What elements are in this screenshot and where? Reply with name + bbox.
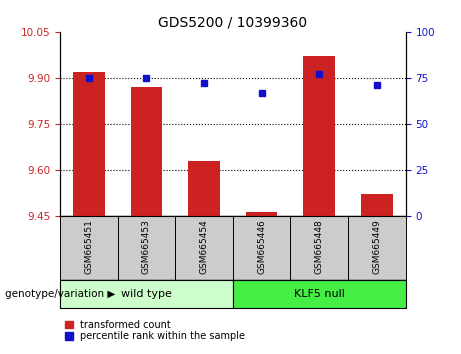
Text: GSM665454: GSM665454 [200,219,208,274]
Legend: transformed count, percentile rank within the sample: transformed count, percentile rank withi… [65,320,245,341]
Bar [118,216,175,280]
Bar [188,161,220,216]
Text: genotype/variation ▶: genotype/variation ▶ [5,289,115,299]
Bar [290,216,348,280]
Bar [73,72,105,216]
Text: GSM665448: GSM665448 [315,219,324,274]
Text: GSM665446: GSM665446 [257,219,266,274]
Bar [60,280,233,308]
Text: GSM665453: GSM665453 [142,219,151,274]
Text: GSM665449: GSM665449 [372,219,381,274]
Text: GSM665451: GSM665451 [84,219,93,274]
Bar [233,280,406,308]
Bar [175,216,233,280]
Bar [130,87,162,216]
Title: GDS5200 / 10399360: GDS5200 / 10399360 [158,15,307,29]
Bar [246,212,278,216]
Bar [348,216,406,280]
Bar [60,216,118,280]
Text: wild type: wild type [121,289,172,299]
Bar [233,216,290,280]
Text: KLF5 null: KLF5 null [294,289,345,299]
Bar [361,194,393,216]
Bar [303,56,335,216]
